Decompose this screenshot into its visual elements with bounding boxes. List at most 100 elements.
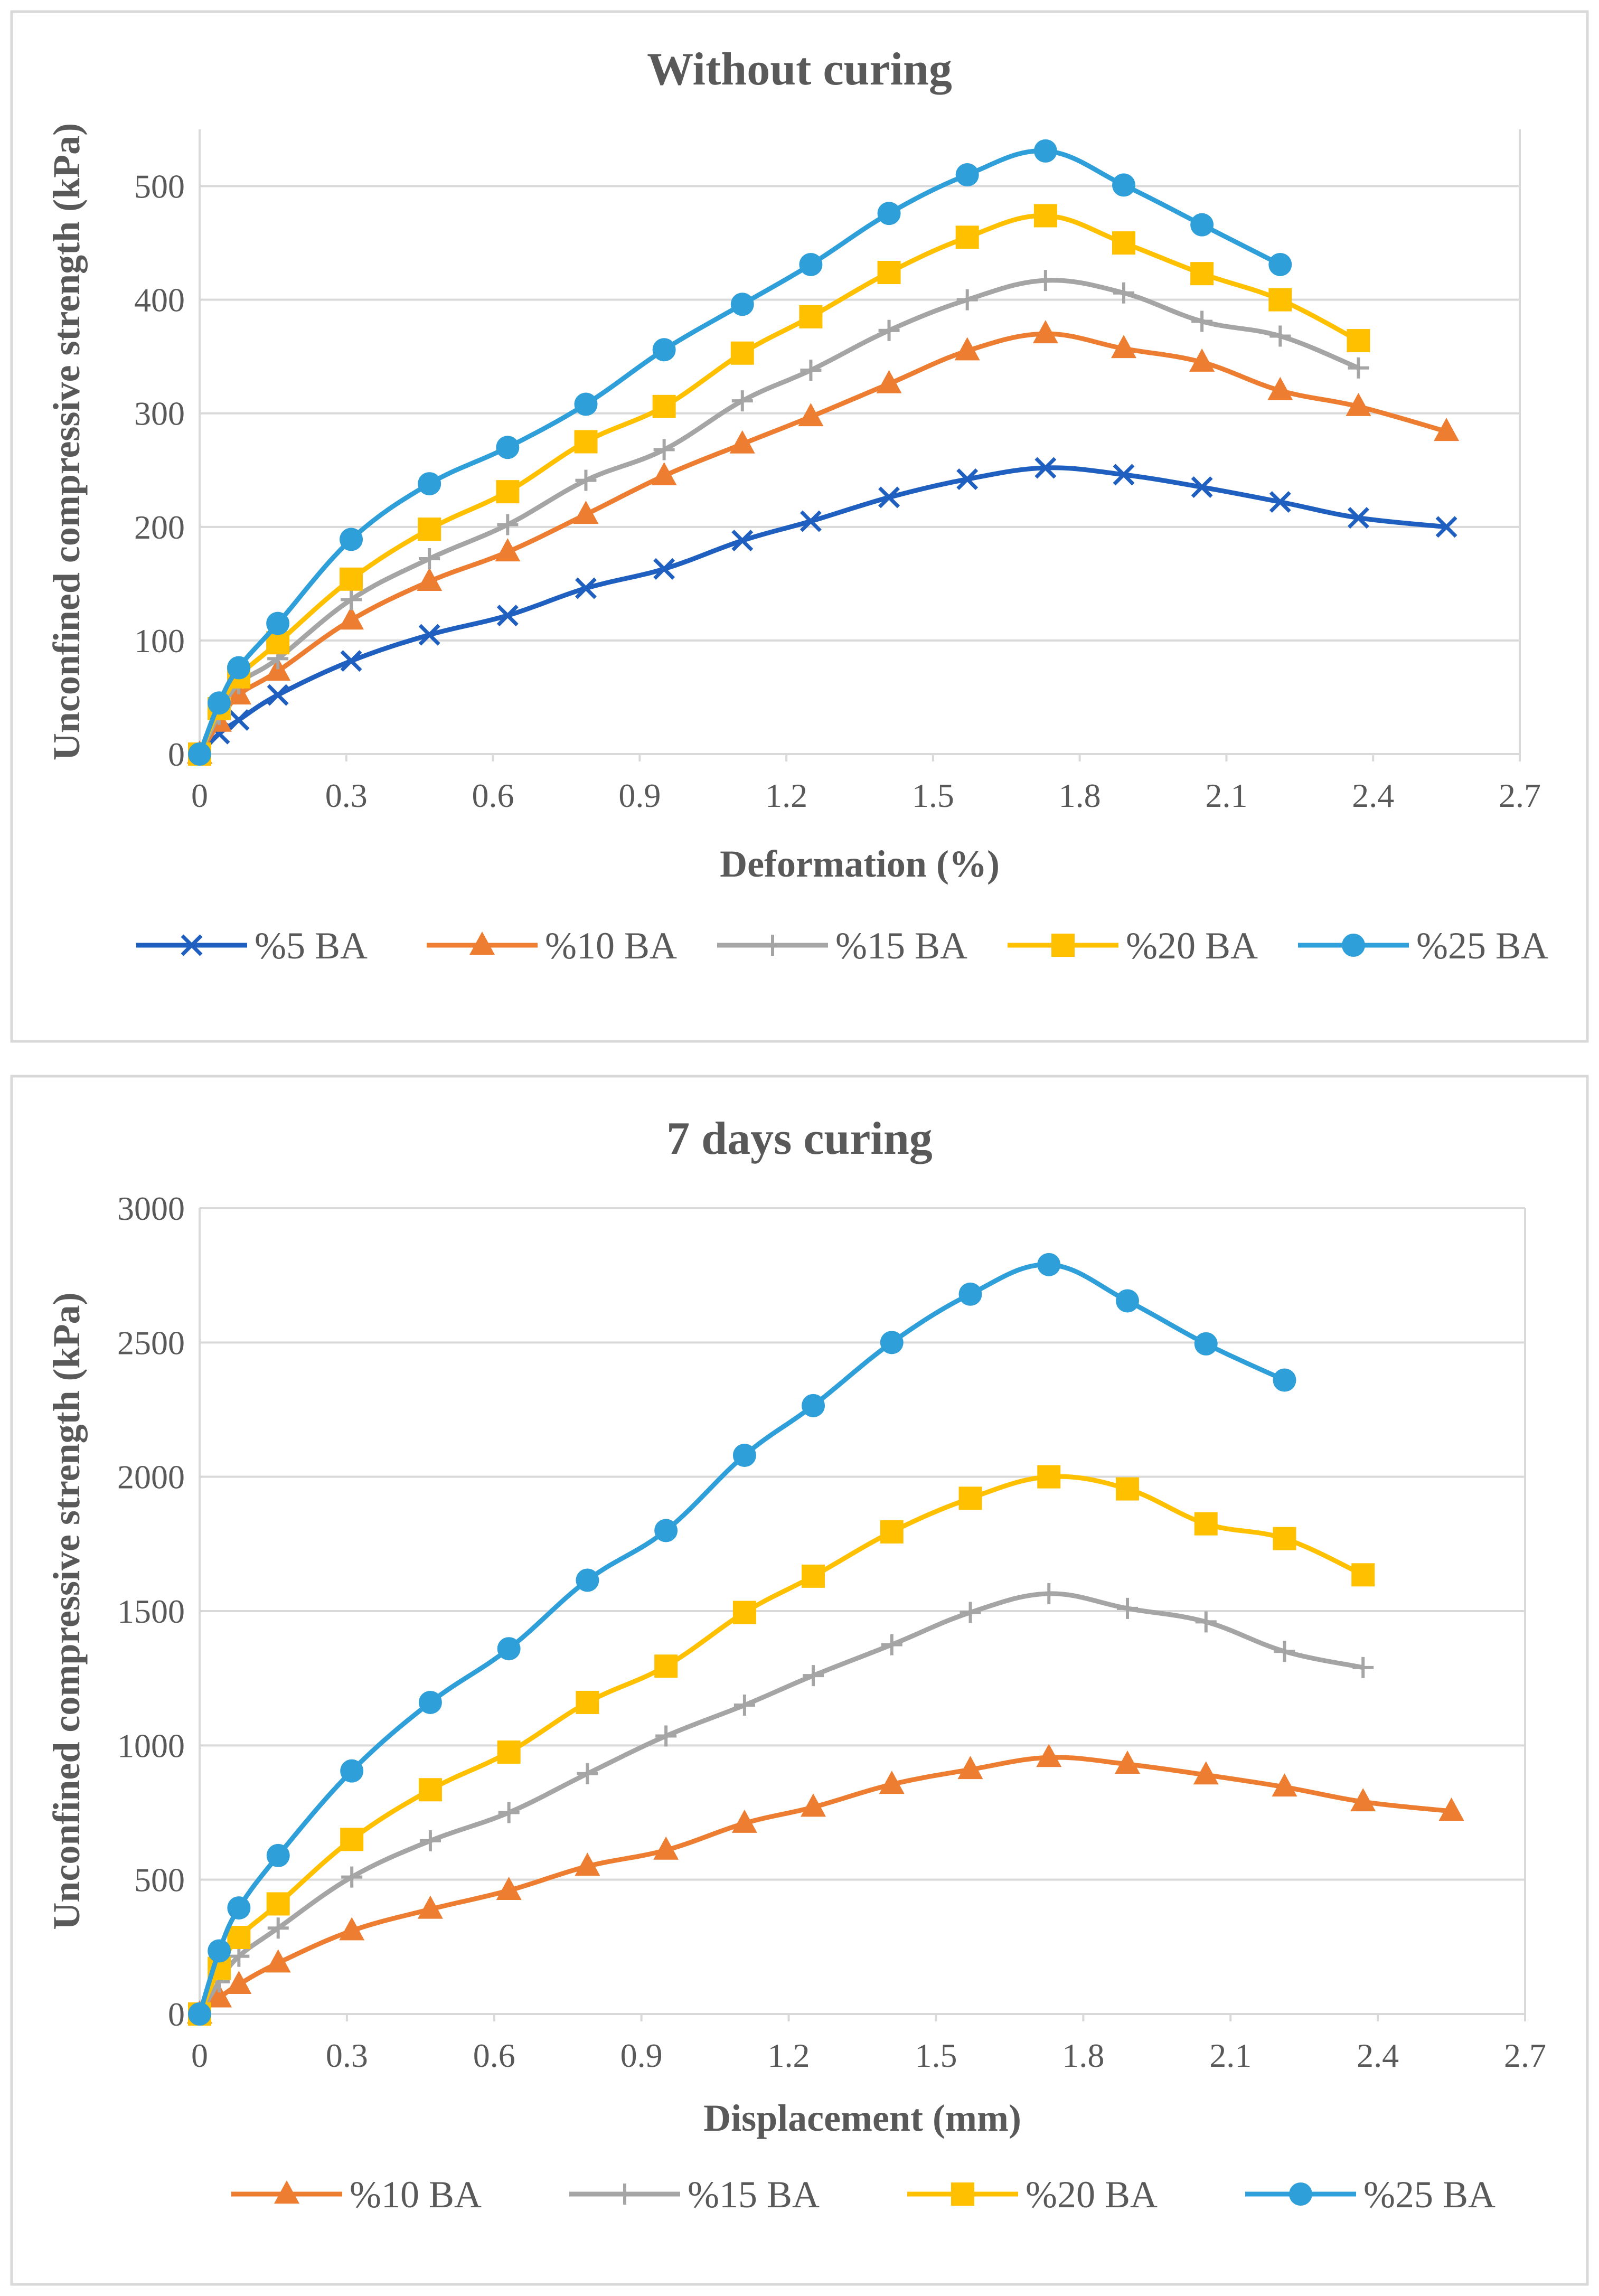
- data-point: [1034, 457, 1057, 479]
- data-point: [1434, 418, 1460, 441]
- data-point: [1267, 377, 1293, 400]
- legend-item: %20 BA: [1008, 925, 1258, 967]
- data-point: [801, 1793, 826, 1817]
- legend-item: %10 BA: [231, 2173, 482, 2216]
- data-point: [730, 293, 754, 316]
- x-tick-label: 2.1: [1205, 777, 1247, 814]
- data-point: [802, 1394, 825, 1417]
- data-point: [1269, 325, 1291, 347]
- data-point: [655, 1725, 677, 1747]
- data-point: [803, 1665, 824, 1687]
- data-point: [798, 403, 824, 427]
- data-point: [1272, 1773, 1297, 1797]
- x-tick-label: 2.4: [1357, 2037, 1399, 2074]
- legend-label: %25 BA: [1363, 2173, 1495, 2216]
- x-tick-label: 0: [191, 777, 208, 814]
- data-point: [1116, 1477, 1139, 1501]
- data-point: [654, 1654, 678, 1678]
- data-point: [1435, 516, 1457, 538]
- data-point: [1111, 335, 1136, 359]
- y-tick-label: 200: [134, 509, 185, 546]
- data-point: [1190, 262, 1214, 286]
- y-tick-label: 300: [134, 395, 185, 432]
- chart-panel-without-curing: Without curing 0 100 200 300 400 500 0 0.3 0.6 0.9…: [0, 0, 1599, 1046]
- data-point: [417, 1895, 443, 1919]
- data-point: [799, 305, 823, 328]
- data-point: [339, 1917, 365, 1941]
- data-point: [266, 1892, 290, 1916]
- chart-title: Without curing: [647, 44, 952, 95]
- x-tick-label: 1.8: [1059, 777, 1101, 814]
- data-point: [1273, 1368, 1296, 1392]
- data-point: [654, 1519, 678, 1542]
- data-point: [208, 691, 231, 715]
- data-point: [1269, 491, 1291, 513]
- data-point: [732, 1443, 756, 1467]
- data-point: [1113, 464, 1135, 486]
- data-point: [574, 392, 598, 416]
- data-point: [955, 163, 979, 187]
- data-point: [419, 548, 440, 570]
- data-point: [417, 568, 443, 591]
- data-point: [731, 1809, 757, 1833]
- data-point: [733, 1695, 755, 1716]
- data-point: [1190, 213, 1214, 237]
- data-point: [267, 1917, 289, 1939]
- data-point: [1117, 1597, 1138, 1619]
- data-point: [955, 225, 979, 249]
- x-tick-label: 2.1: [1209, 2037, 1252, 2074]
- data-point: [418, 1778, 442, 1802]
- y-tick-label: 2500: [117, 1324, 185, 1361]
- data-point: [876, 370, 902, 393]
- legend-marker: [274, 2180, 299, 2204]
- data-point: [878, 486, 900, 509]
- data-point: [418, 472, 441, 496]
- x-tick-label: 1.8: [1062, 2037, 1104, 2074]
- series-25-ba: [188, 139, 1292, 766]
- legend-item: %10 BA: [427, 925, 677, 967]
- data-point: [228, 709, 250, 731]
- data-point: [729, 430, 755, 454]
- legend-marker: [181, 934, 203, 956]
- data-point: [653, 558, 675, 580]
- x-tick-label: 1.5: [912, 777, 954, 814]
- data-point: [1112, 231, 1135, 255]
- data-point: [880, 1520, 904, 1544]
- data-point: [651, 462, 677, 486]
- x-tick-label: 0.3: [325, 777, 368, 814]
- data-point: [418, 624, 440, 646]
- series-5-ba: [189, 457, 1457, 765]
- data-point: [1438, 1797, 1464, 1821]
- data-point: [340, 1828, 364, 1851]
- x-tick-label: 0.6: [472, 777, 514, 814]
- legend-marker: [1051, 934, 1075, 957]
- data-point: [1036, 1744, 1062, 1767]
- y-tick-label: 0: [168, 736, 185, 773]
- chart-7-days-curing: 7 days curing 0 500 1000 1500 2000 2500 3000 0 0.…: [10, 1075, 1589, 2286]
- series-10-ba: [187, 320, 1460, 764]
- data-point: [1347, 507, 1369, 529]
- data-point: [418, 1690, 442, 1714]
- data-point: [730, 341, 754, 365]
- data-point: [1346, 392, 1371, 416]
- data-point: [881, 1634, 902, 1655]
- data-point: [1350, 1788, 1376, 1812]
- data-point: [1191, 310, 1213, 332]
- legend-item: %25 BA: [1298, 925, 1548, 967]
- x-tick-label: 0.6: [473, 2037, 515, 2074]
- data-point: [266, 611, 290, 635]
- data-point: [1033, 204, 1057, 228]
- data-point: [800, 510, 822, 532]
- data-point: [496, 1877, 522, 1900]
- data-point: [653, 1836, 679, 1860]
- data-point: [341, 589, 362, 610]
- y-axis-label: Unconfined compressive strength (kPa): [45, 1292, 88, 1930]
- data-point: [1037, 1253, 1061, 1276]
- data-point: [957, 1756, 983, 1780]
- legend-marker: [762, 935, 783, 956]
- x-tick-label: 0.9: [618, 777, 661, 814]
- data-point: [731, 390, 753, 412]
- data-point: [878, 319, 900, 341]
- chart-without-curing: Without curing 0 100 200 300 400 500 0 0.3 0.6 0.9…: [10, 10, 1589, 1043]
- x-tick-label: 1.5: [915, 2037, 957, 2074]
